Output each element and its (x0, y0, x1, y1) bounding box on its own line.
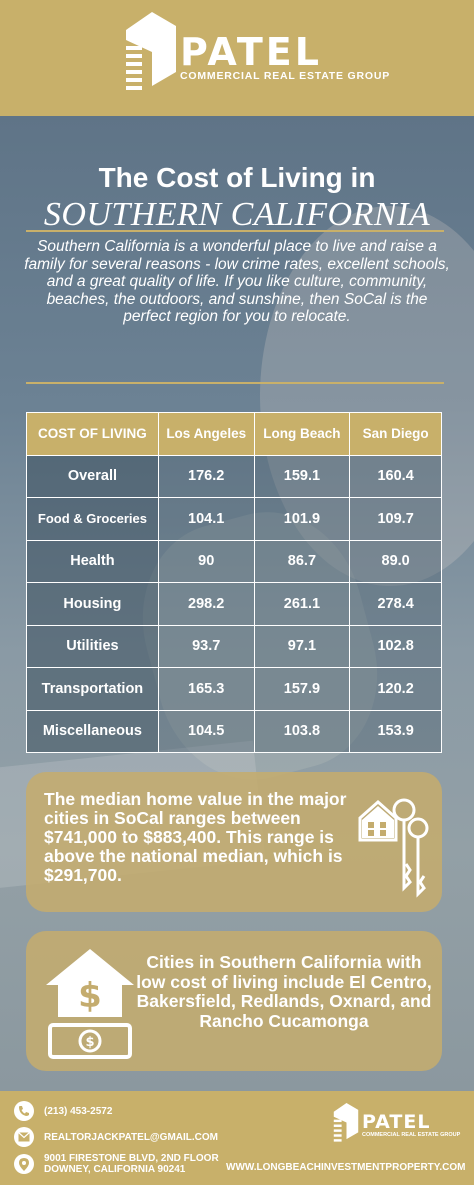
cell-los-angeles: 176.2 (157, 454, 255, 498)
cell-long-beach: 103.8 (253, 709, 351, 753)
row-label: Transportation (26, 667, 159, 711)
contact-address[interactable]: 9001 FIRESTONE BLVD, 2ND FLOOR DOWNEY, C… (14, 1153, 219, 1175)
low-cost-cities-box: $ $ Cities in Southern California with l… (26, 931, 442, 1071)
contact-phone[interactable]: (213) 453-2572 (14, 1101, 112, 1121)
row-label: Housing (26, 582, 159, 626)
table-row: Transportation 165.3 157.9 120.2 (26, 667, 442, 711)
svg-text:$: $ (78, 976, 102, 1016)
footer-brand-subtitle: COMMERCIAL REAL ESTATE GROUP (362, 1132, 461, 1138)
cell-los-angeles: 165.3 (157, 667, 255, 711)
column-header: Long Beach (253, 412, 351, 456)
page-title: The Cost of Living in (98, 162, 376, 193)
brand-subtitle: COMMERCIAL REAL ESTATE GROUP (180, 70, 391, 82)
patel-logo-icon (126, 12, 176, 90)
table-row: Utilities 93.7 97.1 102.8 (26, 624, 442, 668)
cell-san-diego: 89.0 (349, 539, 442, 583)
cell-long-beach: 157.9 (253, 667, 351, 711)
phone-number: (213) 453-2572 (44, 1105, 113, 1117)
email-icon (14, 1127, 34, 1147)
house-keys-icon (358, 798, 429, 898)
main-content: The Cost of Living in SOUTHERN CALIFORNI… (0, 116, 474, 1091)
svg-text:$: $ (85, 1035, 94, 1050)
cell-san-diego: 102.8 (349, 624, 442, 668)
cell-los-angeles: 104.5 (157, 709, 255, 753)
median-home-value-box: The median home value in the major citie… (26, 772, 442, 912)
header-bar: PATEL COMMERCIAL REAL ESTATE GROUP (0, 0, 474, 116)
row-label: Utilities (26, 624, 159, 668)
cell-los-angeles: 93.7 (157, 624, 255, 668)
row-label: Food & Groceries (26, 497, 159, 541)
cell-san-diego: 153.9 (349, 709, 442, 753)
table-row: Food & Groceries 104.1 101.9 109.7 (26, 497, 442, 541)
cell-long-beach: 261.1 (253, 582, 351, 626)
divider (26, 230, 444, 232)
contact-email[interactable]: REALTORJACKPATEL@GMAIL.COM (14, 1127, 218, 1147)
cell-los-angeles: 298.2 (157, 582, 255, 626)
divider (26, 382, 444, 384)
intro-paragraph: Southern California is a wonderful place… (24, 238, 450, 325)
cell-san-diego: 160.4 (349, 454, 442, 498)
phone-icon (14, 1101, 34, 1121)
brand-name: PATEL (180, 30, 322, 74)
cell-los-angeles: 104.1 (157, 497, 255, 541)
house-dollar-icon: $ $ (46, 949, 134, 1059)
table-row: Miscellaneous 104.5 103.8 153.9 (26, 709, 442, 753)
column-header: Los Angeles (157, 412, 255, 456)
row-label: Miscellaneous (26, 709, 159, 753)
table-row: Health 90 86.7 89.0 (26, 539, 442, 583)
address-line-1: 9001 FIRESTONE BLVD, 2ND FLOOR (44, 1153, 219, 1164)
footer-bar: (213) 453-2572 REALTORJACKPATEL@GMAIL.CO… (0, 1091, 474, 1185)
cell-long-beach: 101.9 (253, 497, 351, 541)
table-row: Housing 298.2 261.1 278.4 (26, 582, 442, 626)
column-header: San Diego (349, 412, 442, 456)
footer-brand-name: PATEL (362, 1111, 431, 1133)
cell-los-angeles: 90 (157, 539, 255, 583)
cell-san-diego: 120.2 (349, 667, 442, 711)
column-header: COST OF LIVING (26, 412, 159, 456)
cell-long-beach: 97.1 (253, 624, 351, 668)
cost-of-living-table: COST OF LIVING Los Angeles Long Beach Sa… (26, 412, 442, 753)
low-cost-cities-text: Cities in Southern California with low c… (136, 952, 432, 1031)
table-row: Overall 176.2 159.1 160.4 (26, 454, 442, 498)
row-label: Health (26, 539, 159, 583)
table-header-row: COST OF LIVING Los Angeles Long Beach Sa… (26, 412, 442, 456)
cell-long-beach: 159.1 (253, 454, 351, 498)
website-link[interactable]: WWW.LONGBEACHINVESTMENTPROPERTY.COM (226, 1162, 466, 1173)
cell-san-diego: 109.7 (349, 497, 442, 541)
location-pin-icon (14, 1154, 34, 1174)
patel-logo-icon (333, 1103, 359, 1142)
median-home-value-text: The median home value in the major citie… (44, 789, 347, 885)
cell-san-diego: 278.4 (349, 582, 442, 626)
email-address: REALTORJACKPATEL@GMAIL.COM (44, 1131, 219, 1143)
cell-long-beach: 86.7 (253, 539, 351, 583)
address-line-2: DOWNEY, CALIFORNIA 90241 (44, 1164, 186, 1175)
row-label: Overall (26, 454, 159, 498)
page-title-region: SOUTHERN CALIFORNIA (43, 196, 431, 233)
